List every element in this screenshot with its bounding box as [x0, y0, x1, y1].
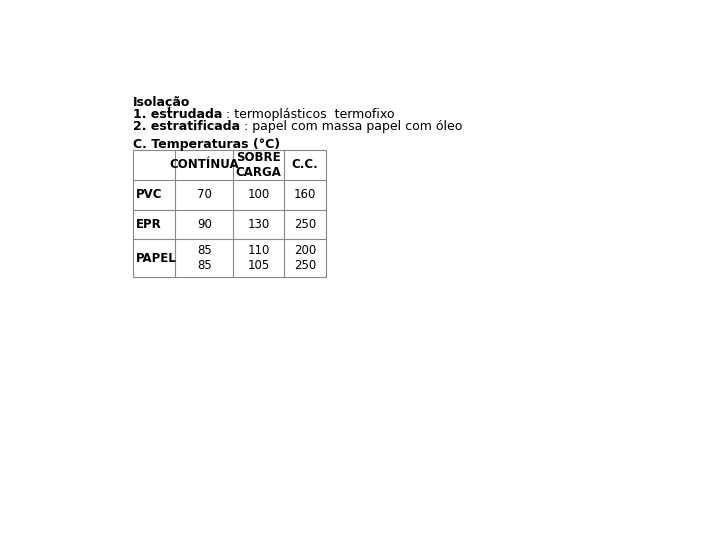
Text: 130: 130 [248, 218, 270, 231]
Text: C.C.: C.C. [292, 158, 318, 171]
Text: 110
105: 110 105 [248, 244, 270, 272]
Text: 160: 160 [294, 188, 316, 201]
Text: 100: 100 [248, 188, 270, 201]
Text: 200
250: 200 250 [294, 244, 316, 272]
Text: EPR: EPR [136, 218, 161, 231]
Text: : termoplásticos  termofixo: : termoplásticos termofixo [222, 108, 395, 121]
Text: 1. estrudada: 1. estrudada [132, 108, 222, 121]
Text: 2. estratificada: 2. estratificada [132, 120, 240, 133]
Text: 250: 250 [294, 218, 316, 231]
Text: CONTÍNUA: CONTÍNUA [169, 158, 239, 171]
Text: C. Temperaturas (°C): C. Temperaturas (°C) [132, 138, 280, 151]
Text: PAPEL: PAPEL [136, 252, 176, 265]
Text: PVC: PVC [136, 188, 162, 201]
Text: SOBRE
CARGA: SOBRE CARGA [235, 151, 282, 179]
Text: 90: 90 [197, 218, 212, 231]
Text: : papel com massa papel com óleo: : papel com massa papel com óleo [240, 120, 462, 133]
Text: Isolação: Isolação [132, 96, 190, 109]
Text: 85
85: 85 85 [197, 244, 212, 272]
Text: 70: 70 [197, 188, 212, 201]
Bar [132, 150, 326, 278]
